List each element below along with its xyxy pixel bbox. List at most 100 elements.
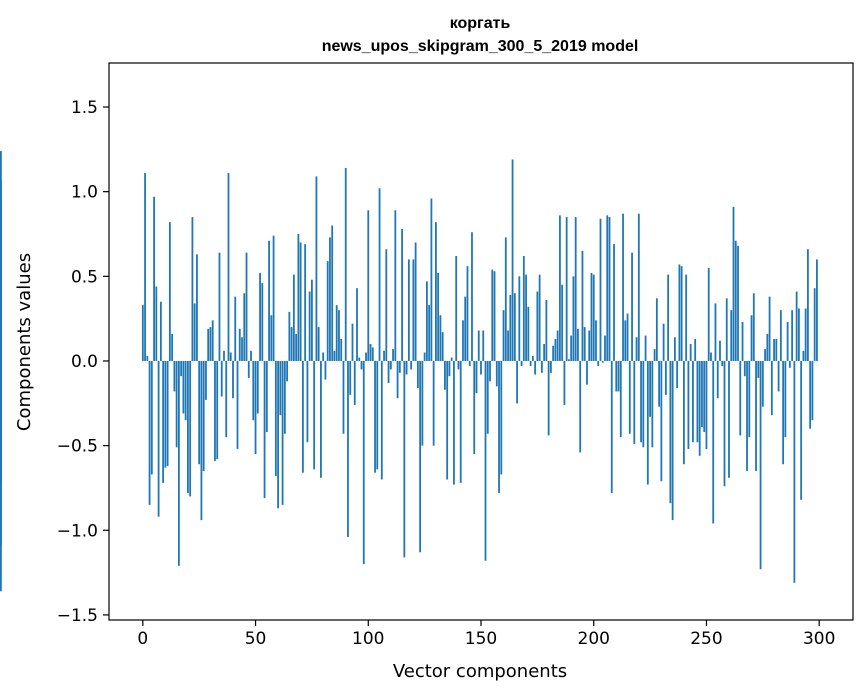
bar: [324, 360, 327, 380]
bar: [295, 333, 298, 361]
bar: [265, 360, 268, 433]
bar: [358, 357, 361, 361]
bar: [308, 291, 311, 361]
bar: [301, 360, 304, 473]
bar: [725, 298, 728, 361]
bar: [561, 284, 564, 361]
bar: [403, 360, 406, 558]
bar: [362, 360, 365, 565]
bar: [660, 360, 663, 482]
bar: [791, 310, 794, 361]
bar: [793, 360, 796, 583]
bar: [734, 240, 737, 361]
bar: [333, 350, 336, 361]
bar: [148, 360, 151, 505]
bar: [419, 360, 422, 553]
bar: [712, 360, 715, 524]
bar: [398, 360, 401, 373]
bar: [800, 360, 803, 500]
bar: [608, 217, 611, 361]
bar: [705, 360, 708, 450]
bar: [263, 360, 266, 499]
bar: [225, 360, 228, 438]
bar: [683, 360, 685, 465]
bar: [777, 360, 780, 392]
bar: [432, 360, 435, 446]
bar: [507, 330, 509, 361]
bar: [667, 274, 670, 361]
bar: [556, 330, 559, 361]
bar: [746, 360, 748, 472]
bar: [220, 360, 223, 397]
bar: [425, 281, 428, 361]
bar: [234, 296, 237, 361]
bar: [676, 360, 679, 389]
bar: [662, 323, 665, 361]
bar: [779, 310, 782, 361]
bar: [522, 256, 525, 361]
bar: [613, 244, 615, 361]
bar: [329, 237, 331, 361]
bar: [471, 232, 473, 361]
bar: [581, 250, 584, 361]
bar: [320, 360, 322, 478]
bar: [0, 284, 2, 361]
bar: [498, 360, 500, 494]
bar: [482, 330, 485, 361]
bar: [322, 352, 325, 361]
bar: [297, 233, 300, 361]
bar: [748, 360, 751, 438]
bar: [342, 360, 345, 434]
bar: [475, 360, 478, 394]
x-tick-label: 300: [803, 629, 835, 649]
bar: [563, 360, 566, 405]
bar: [157, 360, 160, 517]
bar: [274, 360, 277, 477]
bar: [385, 249, 388, 361]
bars: [0, 151, 818, 592]
bar: [730, 310, 733, 361]
bar: [579, 360, 582, 453]
bar: [437, 272, 440, 361]
bar: [407, 259, 410, 361]
bar: [243, 293, 246, 361]
bar: [640, 360, 642, 443]
bar: [807, 249, 809, 361]
bar: [281, 360, 284, 505]
bar: [484, 360, 487, 561]
bar: [250, 350, 252, 361]
bar: [773, 338, 775, 361]
bar: [504, 237, 507, 361]
bar: [414, 242, 417, 361]
y-tick-label: 0.5: [71, 267, 98, 287]
x-tick-label: 0: [137, 629, 148, 649]
bar: [565, 217, 568, 361]
bar: [405, 360, 408, 375]
bar: [606, 215, 609, 361]
bar: [290, 327, 293, 361]
bar: [150, 360, 153, 475]
bar: [554, 338, 557, 361]
bar: [315, 176, 318, 361]
x-tick-label: 150: [465, 629, 497, 649]
bar: [486, 360, 489, 434]
bar: [673, 337, 676, 361]
bar: [200, 360, 203, 521]
bar: [227, 173, 230, 361]
bar: [531, 355, 534, 361]
bar: [238, 328, 241, 361]
bar: [680, 266, 683, 361]
bar: [568, 359, 570, 361]
bar: [272, 235, 275, 361]
bar: [768, 296, 771, 361]
bar: [473, 360, 476, 455]
bar: [721, 360, 724, 367]
bar: [401, 228, 403, 361]
bar: [279, 360, 282, 416]
y-tick-label: −1.5: [57, 606, 98, 626]
bar: [619, 360, 622, 438]
bar: [788, 360, 791, 368]
bar: [236, 360, 239, 450]
bar: [356, 288, 358, 361]
bar: [168, 222, 171, 361]
